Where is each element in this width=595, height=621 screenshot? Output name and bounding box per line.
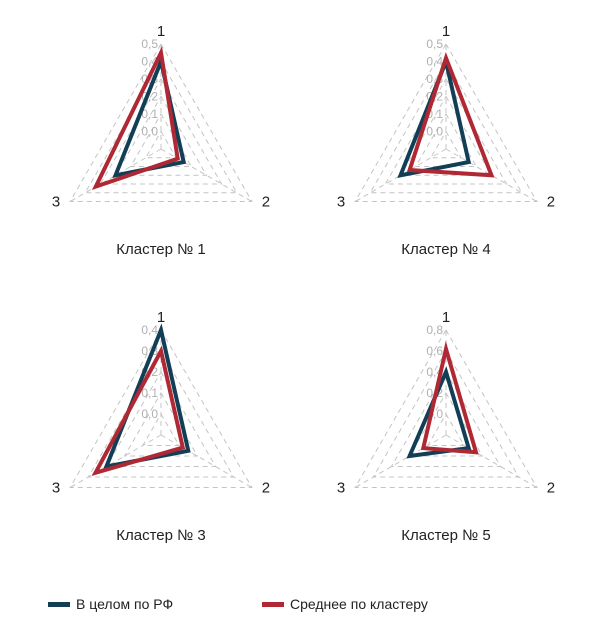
grid-ring: [354, 328, 538, 488]
axis-label-2: 2: [547, 194, 555, 211]
axis-label-2: 2: [547, 480, 555, 497]
tick-label: 0,0: [141, 125, 158, 139]
grid-ring: [399, 95, 493, 176]
grid-ring: [141, 413, 181, 446]
tick-label: 0,4: [426, 55, 443, 69]
grid-ring: [384, 77, 508, 185]
axis-label-3: 3: [52, 480, 60, 497]
axis-label-1: 1: [157, 309, 165, 326]
tick-label: 0,6: [426, 344, 443, 358]
axis-spoke: [354, 434, 447, 488]
tick-label: 0,0: [426, 125, 443, 139]
tick-label: 0,1: [141, 386, 158, 400]
series-cluster: [91, 345, 186, 477]
legend-swatch-rf: [48, 601, 70, 607]
axis-label-1: 1: [157, 23, 165, 40]
series-cluster: [91, 46, 180, 191]
tick-label: 0,5: [141, 37, 158, 51]
grid-ring: [87, 349, 235, 478]
series-rf: [406, 366, 472, 459]
axis-spoke: [160, 434, 253, 488]
tick-label: 0,4: [141, 323, 158, 337]
axis-label-1: 1: [442, 23, 450, 40]
grid-ring: [69, 42, 253, 202]
grid-ring: [105, 371, 217, 467]
axis-label-1: 1: [442, 309, 450, 326]
legend-swatch-cluster: [262, 601, 284, 607]
tick-label: 0,5: [426, 37, 443, 51]
axis-label-3: 3: [337, 194, 345, 211]
tick-label: 0,1: [141, 107, 158, 121]
grid-ring: [99, 77, 223, 185]
legend: В целом по РФ Среднее по кластеру: [0, 596, 595, 618]
grid-ring: [144, 130, 178, 159]
grid-ring: [69, 328, 253, 488]
legend-label-cluster: Среднее по кластеру: [290, 596, 428, 612]
legend-label-rf: В целом по РФ: [76, 596, 174, 612]
series-cluster: [420, 340, 479, 455]
grid-ring: [390, 371, 502, 467]
chart-title: Кластер № 3: [116, 527, 206, 544]
legend-item-cluster: Среднее по кластеру: [262, 596, 428, 612]
chart-title: Кластер № 1: [116, 241, 206, 258]
grid-ring: [354, 42, 538, 202]
chart-title: Кластер № 5: [401, 527, 491, 544]
tick-label: 0,8: [426, 323, 443, 337]
legend-item-rf: В целом по РФ: [48, 596, 173, 612]
axis-label-2: 2: [262, 194, 270, 211]
grid-ring: [369, 60, 523, 194]
chart-title: Кластер № 4: [401, 241, 491, 258]
series-cluster: [406, 52, 495, 178]
tick-label: 0,0: [141, 407, 158, 421]
axis-label-3: 3: [52, 194, 60, 211]
axis-label-3: 3: [337, 480, 345, 497]
axis-label-2: 2: [262, 480, 270, 497]
axis-spoke: [445, 434, 538, 488]
grid-ring: [426, 413, 466, 446]
grid-ring: [114, 95, 208, 176]
grid-ring: [429, 130, 463, 159]
series-rf: [397, 54, 472, 178]
grid-ring: [372, 349, 520, 478]
